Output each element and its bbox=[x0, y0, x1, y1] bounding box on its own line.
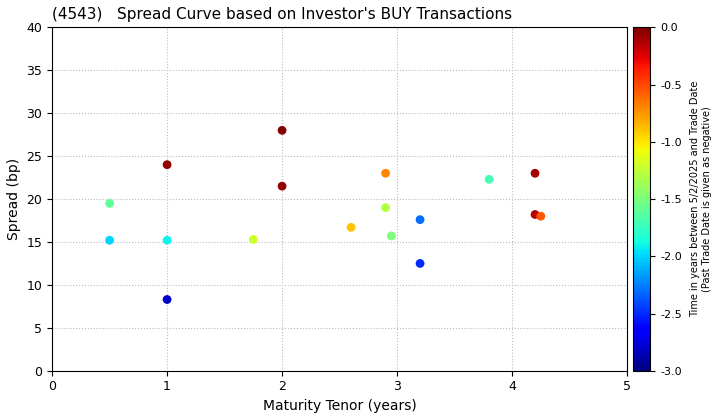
Point bbox=[161, 296, 173, 303]
Point bbox=[385, 233, 397, 239]
Point bbox=[535, 213, 546, 220]
Y-axis label: Spread (bp): Spread (bp) bbox=[7, 158, 21, 240]
Point bbox=[529, 211, 541, 218]
Point bbox=[414, 216, 426, 223]
Y-axis label: Time in years between 5/2/2025 and Trade Date
(Past Trade Date is given as negat: Time in years between 5/2/2025 and Trade… bbox=[690, 81, 711, 317]
Point bbox=[276, 183, 288, 189]
Point bbox=[161, 161, 173, 168]
Text: (4543)   Spread Curve based on Investor's BUY Transactions: (4543) Spread Curve based on Investor's … bbox=[52, 7, 512, 22]
Point bbox=[346, 224, 357, 231]
Point bbox=[161, 237, 173, 244]
Point bbox=[248, 236, 259, 243]
Point bbox=[483, 176, 495, 183]
Point bbox=[380, 170, 392, 177]
X-axis label: Maturity Tenor (years): Maturity Tenor (years) bbox=[263, 399, 416, 413]
Point bbox=[104, 200, 115, 207]
Point bbox=[414, 260, 426, 267]
Point bbox=[529, 170, 541, 177]
Point bbox=[276, 127, 288, 134]
Point bbox=[104, 237, 115, 244]
Point bbox=[380, 204, 392, 211]
